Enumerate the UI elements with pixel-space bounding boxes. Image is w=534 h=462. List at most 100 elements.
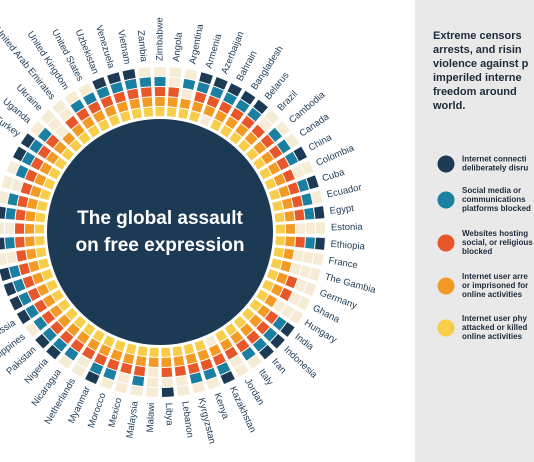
cell bbox=[161, 377, 174, 387]
cell bbox=[206, 95, 220, 108]
cell bbox=[224, 346, 239, 360]
cell bbox=[235, 339, 250, 353]
cell bbox=[13, 278, 26, 293]
cell bbox=[129, 98, 141, 110]
cell bbox=[57, 314, 71, 328]
cell bbox=[10, 178, 23, 192]
cell bbox=[3, 281, 17, 297]
cell bbox=[264, 294, 278, 308]
cell bbox=[39, 162, 53, 175]
cell bbox=[146, 387, 159, 397]
cell bbox=[76, 355, 91, 369]
cell bbox=[9, 265, 21, 279]
cell bbox=[20, 182, 33, 195]
cell bbox=[240, 323, 254, 337]
cell bbox=[113, 91, 126, 104]
cell bbox=[253, 157, 266, 170]
cell bbox=[161, 387, 174, 397]
cell bbox=[262, 279, 274, 292]
cell bbox=[178, 108, 189, 120]
legend-swatch bbox=[437, 155, 455, 173]
legend-label: social, or religious bbox=[462, 238, 533, 247]
cell bbox=[166, 107, 177, 118]
cell bbox=[18, 291, 32, 306]
cell bbox=[146, 377, 159, 387]
cell bbox=[303, 281, 317, 297]
cell bbox=[18, 262, 31, 276]
cell bbox=[30, 121, 45, 136]
cell bbox=[15, 223, 25, 234]
panel-heading: world. bbox=[432, 100, 465, 112]
cell bbox=[25, 210, 36, 222]
cell bbox=[300, 160, 314, 175]
cell bbox=[270, 334, 285, 349]
cell bbox=[83, 92, 97, 106]
legend-swatch bbox=[437, 191, 455, 209]
cell bbox=[312, 252, 324, 266]
country-label: Malaysia bbox=[124, 400, 140, 439]
cell bbox=[43, 177, 56, 190]
cell bbox=[25, 169, 38, 183]
cell bbox=[33, 316, 48, 331]
cell bbox=[216, 362, 231, 375]
center-disc bbox=[47, 119, 273, 345]
cell bbox=[58, 107, 73, 122]
cell bbox=[273, 247, 284, 258]
cell bbox=[5, 237, 15, 249]
country-label: Zambia bbox=[135, 30, 149, 63]
cell bbox=[59, 330, 74, 344]
cell bbox=[291, 195, 303, 208]
cell bbox=[154, 67, 166, 77]
cell bbox=[53, 337, 68, 352]
cell bbox=[276, 272, 288, 285]
country-label: Mexico bbox=[107, 397, 125, 429]
cell bbox=[140, 87, 152, 98]
cell bbox=[256, 320, 270, 335]
country-label: Estonia bbox=[331, 222, 364, 234]
legend-label: or imprisoned for bbox=[462, 281, 528, 290]
cell bbox=[281, 198, 293, 210]
country-label: Malawi bbox=[145, 403, 157, 433]
cell bbox=[99, 377, 114, 390]
cell bbox=[70, 99, 85, 113]
cell bbox=[174, 365, 187, 377]
cell bbox=[275, 236, 285, 246]
cell bbox=[35, 236, 45, 246]
center-title: on free expression bbox=[76, 235, 245, 256]
cell bbox=[287, 182, 300, 195]
cell bbox=[280, 260, 292, 273]
cell bbox=[208, 344, 222, 357]
cell bbox=[223, 92, 237, 106]
cell bbox=[42, 327, 57, 342]
cell bbox=[42, 294, 56, 308]
cell bbox=[47, 117, 62, 132]
cell bbox=[176, 385, 190, 397]
legend-label: Internet user arre bbox=[462, 272, 528, 281]
cell bbox=[65, 307, 78, 321]
country-label: Iran bbox=[269, 356, 288, 376]
cell bbox=[122, 353, 135, 365]
cell bbox=[244, 132, 258, 146]
cell bbox=[131, 108, 142, 120]
cell bbox=[203, 105, 216, 118]
cell bbox=[280, 322, 295, 337]
cell bbox=[22, 275, 35, 289]
cell bbox=[12, 146, 27, 162]
cell bbox=[137, 346, 148, 357]
cell bbox=[272, 200, 283, 212]
cell bbox=[269, 145, 283, 159]
cell bbox=[268, 127, 283, 142]
cell bbox=[276, 156, 290, 171]
cell bbox=[249, 314, 263, 328]
cell bbox=[240, 90, 256, 105]
cell bbox=[187, 362, 200, 374]
cell bbox=[50, 320, 64, 335]
cell bbox=[260, 134, 275, 149]
cell bbox=[218, 101, 233, 114]
country-label: Cuba bbox=[321, 167, 347, 185]
cell bbox=[219, 338, 233, 351]
cell bbox=[175, 375, 188, 387]
panel-heading: Extreme censors bbox=[433, 30, 522, 42]
cell bbox=[0, 190, 9, 204]
legend-label: communications bbox=[462, 195, 526, 204]
